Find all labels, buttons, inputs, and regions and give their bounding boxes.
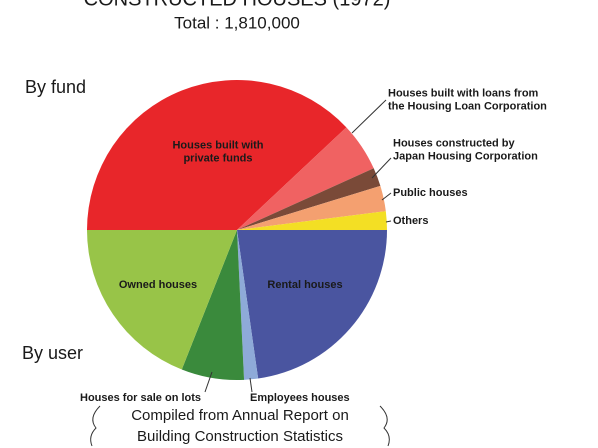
note: Building Construction Statistics xyxy=(137,428,343,445)
slice-label: Houses built with loans from xyxy=(388,87,539,99)
slice-label: Others xyxy=(393,215,428,227)
pie-slice xyxy=(87,79,347,230)
bracket xyxy=(379,405,390,447)
slice-label: Japan Housing Corporation xyxy=(393,150,538,162)
slice-label: the Housing Loan Corporation xyxy=(388,100,547,112)
slice-label: Houses built with xyxy=(172,139,263,151)
slice-label: private funds xyxy=(183,152,252,164)
chart-title: CONSTRUCTED HOUSES (1972) xyxy=(84,0,391,10)
chart-subtitle: Total : 1,810,000 xyxy=(174,13,300,32)
pie-slice xyxy=(237,211,388,230)
slice-label: Owned houses xyxy=(119,279,197,291)
note: Compiled from Annual Report on xyxy=(131,407,349,424)
leader-line xyxy=(204,371,213,393)
slice-label: Public houses xyxy=(393,187,468,199)
pie-slice xyxy=(87,230,237,370)
pie-slice xyxy=(237,230,387,379)
leader-line xyxy=(371,157,392,179)
leader-line xyxy=(385,220,392,223)
group-label: By user xyxy=(22,343,83,363)
group-label: By fund xyxy=(25,77,86,97)
slice-label: Rental houses xyxy=(267,279,342,291)
leader-line xyxy=(249,377,253,393)
pie-slice xyxy=(237,168,381,230)
pie-slice xyxy=(237,230,259,380)
slice-label: Houses constructed by xyxy=(393,137,516,149)
pie-slice xyxy=(181,230,245,380)
bracket xyxy=(90,405,101,447)
leader-line xyxy=(381,192,392,201)
pie-slice xyxy=(237,127,374,230)
slice-label: Houses for sale on lots xyxy=(80,392,201,404)
pie-slice xyxy=(237,185,386,230)
slice-label: Employees houses xyxy=(250,392,350,404)
leader-line xyxy=(351,99,387,134)
